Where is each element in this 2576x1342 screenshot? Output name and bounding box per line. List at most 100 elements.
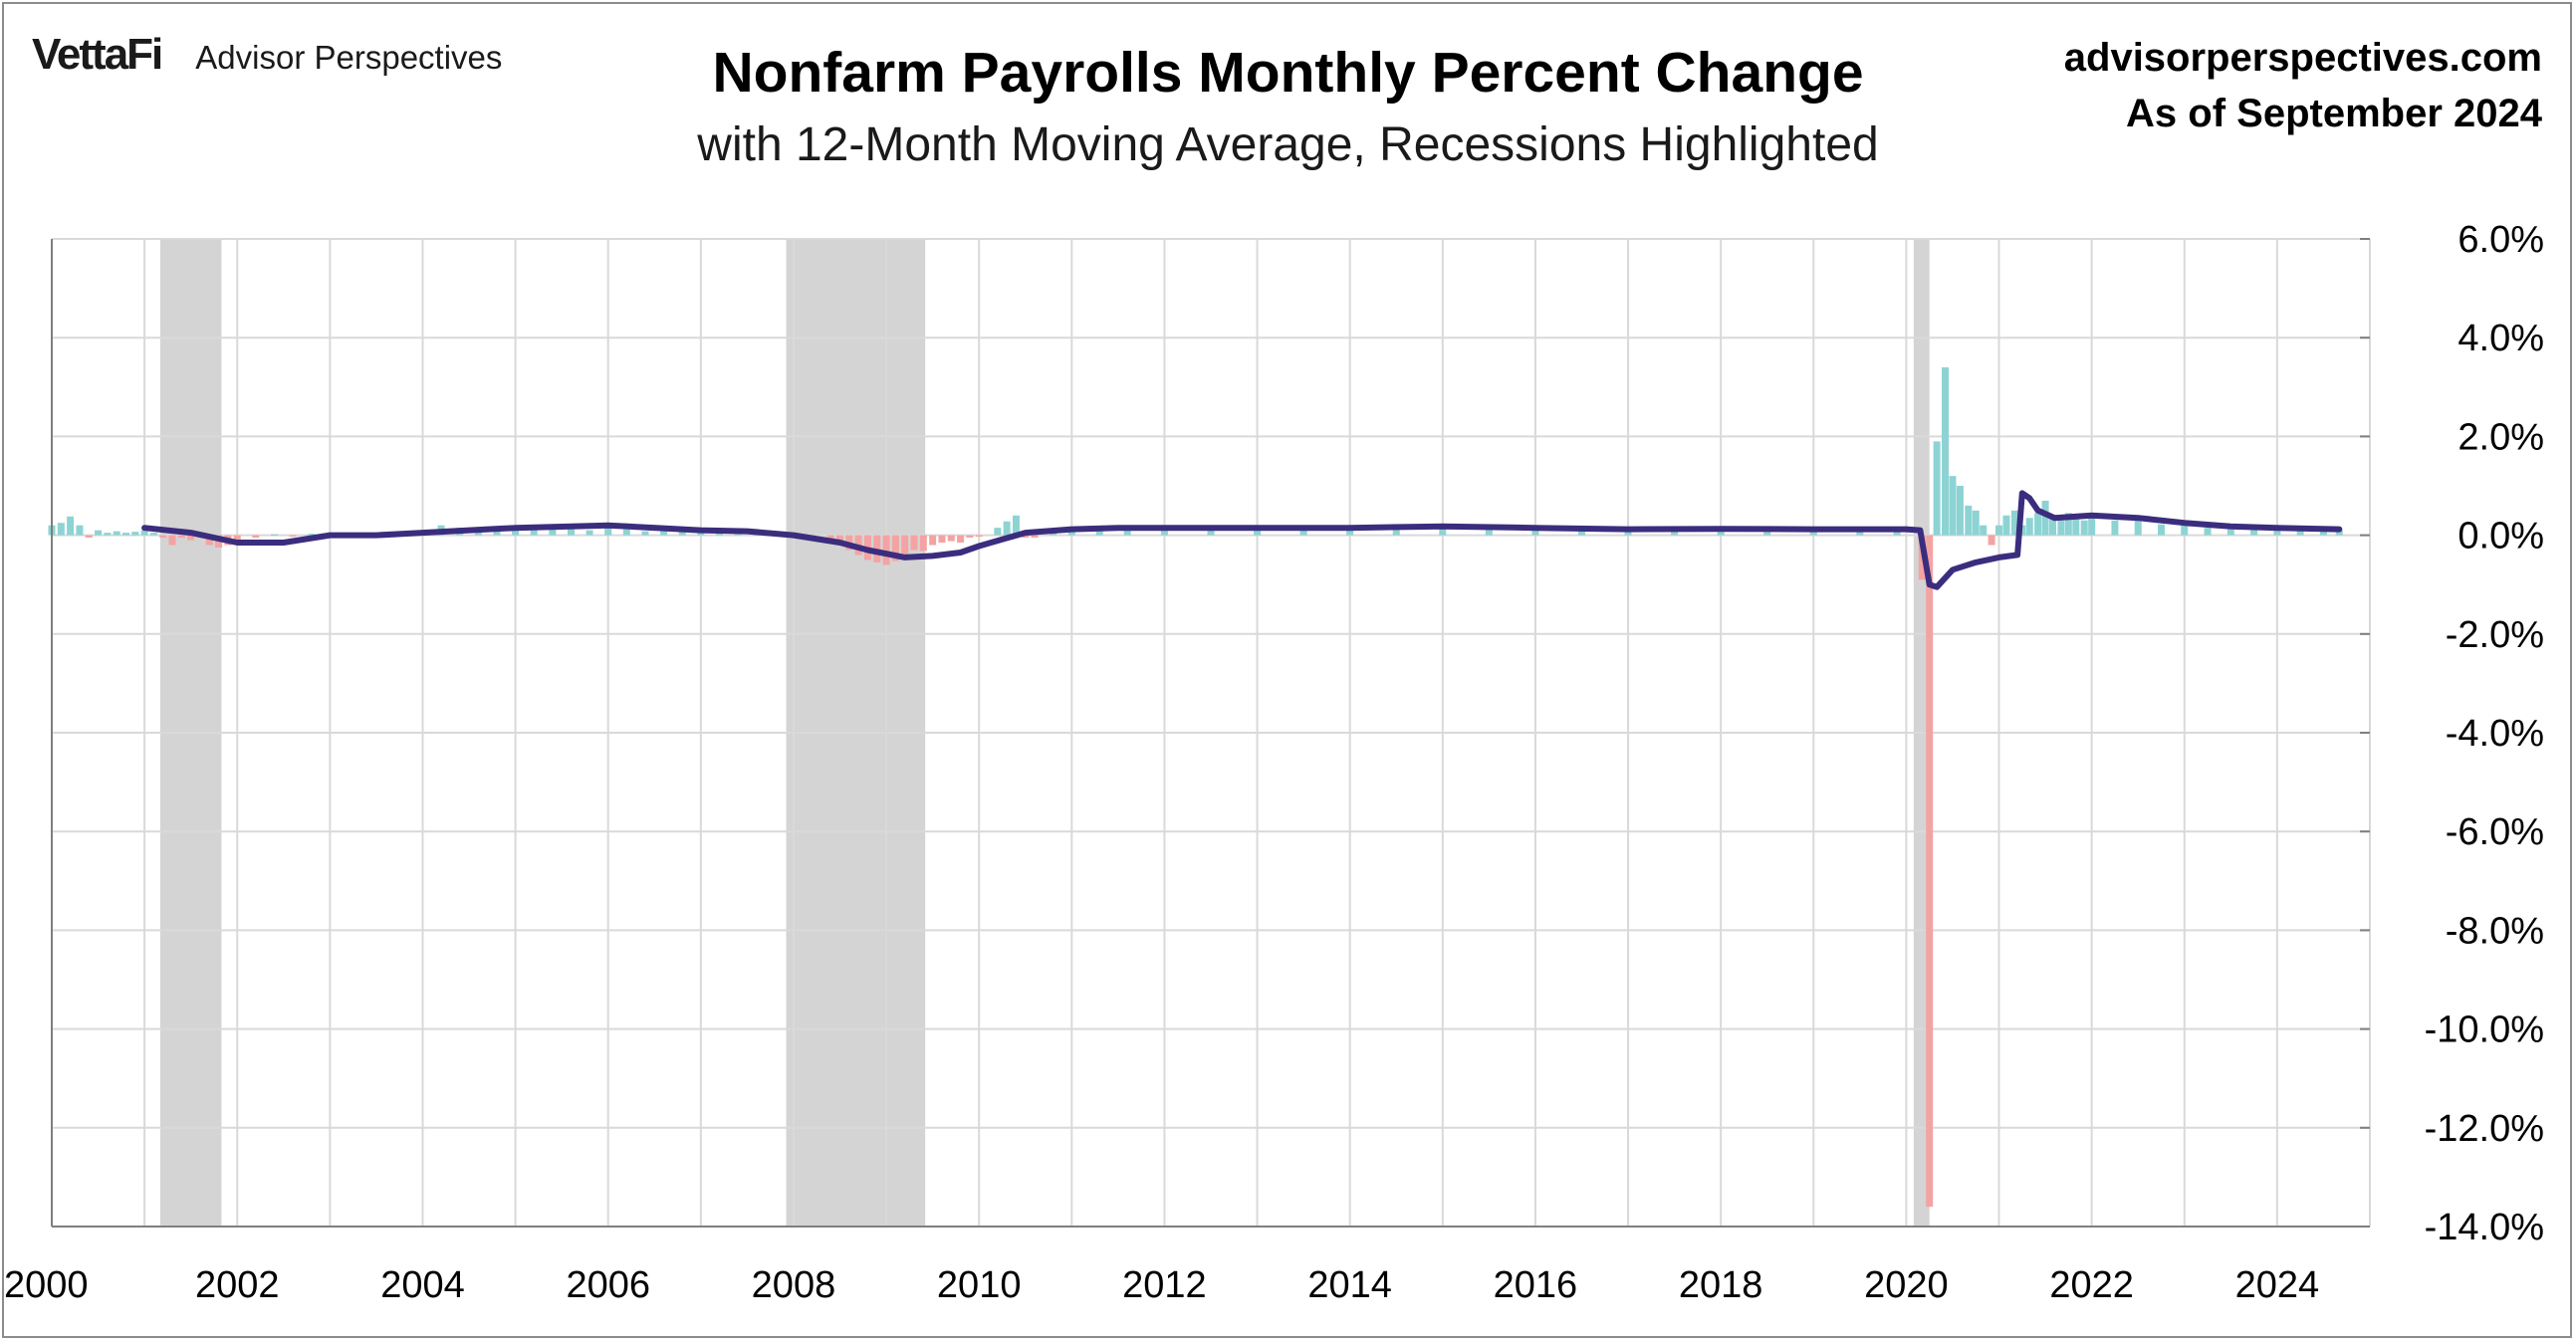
y-tick-label: -6.0%: [2446, 811, 2544, 853]
bar: [233, 535, 241, 541]
axes: [51, 239, 2370, 1228]
bar: [57, 523, 65, 536]
bar: [2072, 515, 2080, 536]
bar: [2273, 528, 2281, 536]
bar: [2250, 528, 2258, 536]
bar: [567, 525, 575, 536]
bar: [2296, 530, 2304, 536]
bar: [2064, 513, 2072, 536]
x-tick-label: 2018: [1679, 1264, 1763, 1306]
y-tick-label: -2.0%: [2446, 614, 2544, 656]
bar: [1531, 528, 1539, 536]
bar: [1207, 529, 1215, 536]
bar: [95, 530, 103, 536]
x-tick-label: 2016: [1494, 1264, 1578, 1306]
bar: [2335, 530, 2343, 536]
bar: [289, 535, 297, 538]
bar: [308, 534, 316, 536]
y-tick-label: 4.0%: [2458, 318, 2544, 359]
bar: [622, 529, 630, 536]
bar: [2057, 520, 2065, 536]
x-tick-label: 2010: [937, 1264, 1022, 1306]
bar: [2157, 524, 2165, 536]
bar: [901, 535, 909, 558]
source-block: advisorperspectives.com As of September …: [2064, 30, 2542, 141]
bar: [177, 535, 185, 539]
bar: [1988, 535, 1995, 546]
bar: [474, 531, 482, 536]
y-tick-label: -4.0%: [2446, 713, 2544, 755]
bar: [131, 532, 139, 536]
bar: [2025, 518, 2033, 536]
bar: [938, 535, 946, 544]
bar: [2041, 500, 2049, 536]
vettafi-logo: VettaFi: [32, 30, 163, 79]
bar: [205, 535, 213, 546]
bar: [1067, 530, 1075, 536]
bar: [604, 528, 612, 536]
bar: [910, 535, 918, 551]
bar: [1123, 529, 1131, 536]
bar: [2010, 510, 2018, 536]
y-tick-label: 6.0%: [2458, 219, 2544, 261]
y-tick-label: 0.0%: [2458, 516, 2544, 558]
bar: [1972, 510, 1980, 536]
y-tick-label: 2.0%: [2458, 416, 2544, 458]
bar: [1995, 525, 2003, 536]
bar: [1012, 515, 1020, 536]
bar: [67, 516, 75, 536]
bar: [493, 529, 501, 536]
moving-average-path: [141, 490, 2343, 590]
x-tick-label: 2004: [380, 1264, 465, 1306]
bar: [1949, 476, 1957, 536]
bar: [159, 535, 167, 539]
x-tick-label: 2020: [1864, 1264, 1949, 1306]
x-tick-label: 2014: [1307, 1264, 1392, 1306]
bar: [1254, 528, 1262, 536]
bar: [1299, 528, 1307, 536]
x-tick-label: 2024: [2235, 1264, 2320, 1306]
bar: [1965, 505, 1973, 536]
bar: [1624, 529, 1632, 536]
bar: [168, 535, 176, 546]
bar: [947, 535, 955, 542]
bar: [512, 530, 520, 536]
bar: [1439, 525, 1447, 536]
bar: [2080, 520, 2088, 536]
bar: [76, 525, 84, 536]
x-tick-label: 2022: [2049, 1264, 2134, 1306]
y-tick-label: -12.0%: [2425, 1108, 2544, 1150]
bar: [975, 535, 983, 538]
bar: [530, 526, 538, 536]
bar: [660, 530, 668, 536]
bar: [1003, 521, 1011, 536]
bar: [104, 533, 112, 536]
grid-lines: [51, 238, 2371, 1228]
bar: [149, 533, 157, 536]
bar: [2226, 529, 2234, 536]
bar: [121, 533, 129, 536]
x-tick-label: 2008: [752, 1264, 836, 1306]
bar: [140, 530, 148, 536]
bar: [1933, 441, 1941, 536]
chart-subtitle: with 12-Month Moving Average, Recessions…: [697, 118, 1879, 171]
bar: [549, 528, 557, 536]
bar: [882, 535, 890, 565]
bar: [113, 531, 120, 536]
bar: [957, 535, 965, 544]
bar: [1893, 530, 1901, 536]
y-axis-ticks: 6.0% 4.0% 2.0% 0.0% -2.0% -4.0% -6.0% -8.0% -10.…: [2360, 219, 2544, 1248]
bar: [1022, 535, 1030, 539]
bar: [2088, 515, 2096, 536]
bar: [891, 535, 899, 561]
bar: [641, 531, 649, 536]
bar: [2034, 513, 2042, 536]
bar: [252, 535, 260, 539]
source-site: advisorperspectives.com: [2063, 36, 2542, 80]
y-tick-label: -14.0%: [2425, 1207, 2544, 1248]
bar: [1809, 529, 1817, 536]
bar: [1031, 535, 1039, 539]
bar: [85, 535, 93, 539]
